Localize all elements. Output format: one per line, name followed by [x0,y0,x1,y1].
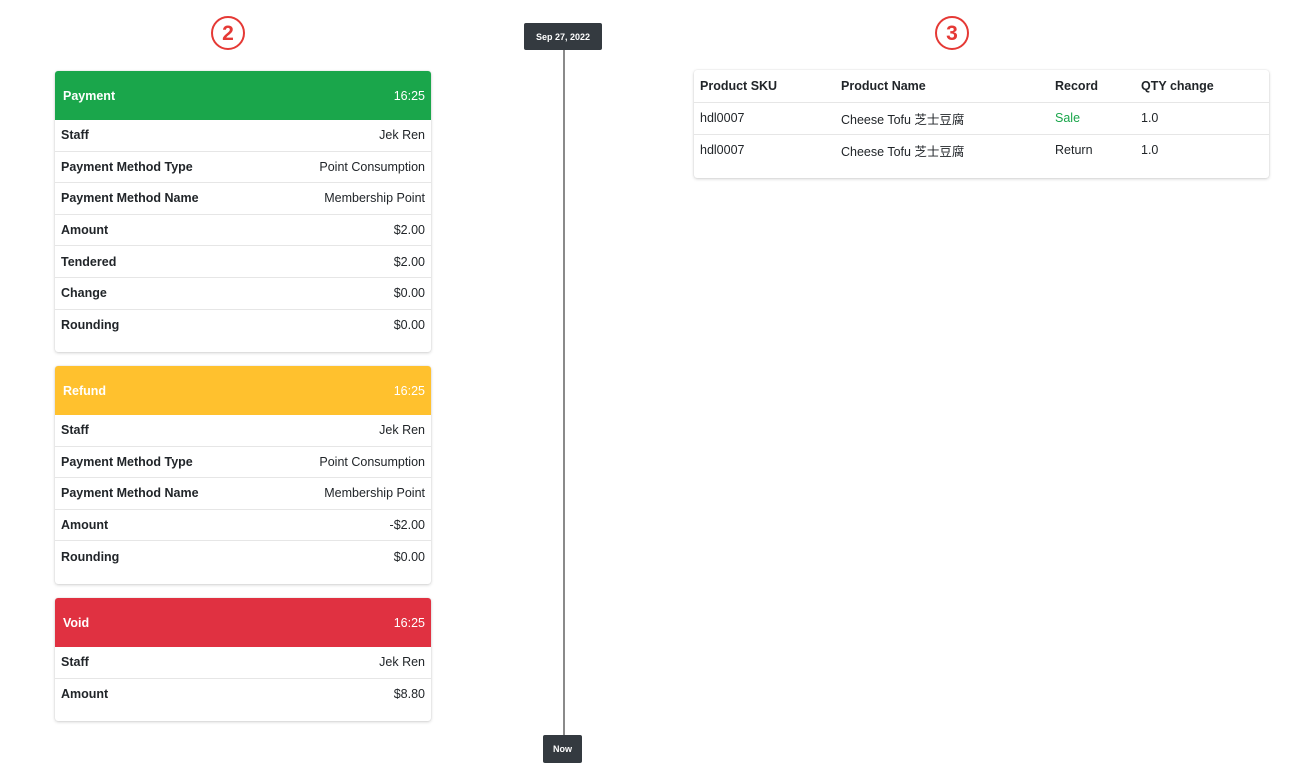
payment-card-time: 16:25 [393,88,425,103]
timeline-date-badge: Sep 27, 2022 [524,23,602,50]
detail-row: Staff Jek Ren [55,120,431,152]
void-card: Void 16:25 Staff Jek Ren Amount $8.80 [55,598,431,722]
cell-qty: 1.0 [1135,102,1269,135]
detail-row: Payment Method Name Membership Point [55,183,431,215]
void-card-title: Void [63,615,90,630]
detail-label: Staff [61,423,89,438]
detail-label: Payment Method Name [61,191,199,206]
detail-row: Staff Jek Ren [55,415,431,447]
detail-value: -$2.00 [389,518,425,533]
column-header-qty: QTY change [1135,70,1269,103]
detail-label: Payment Method Type [61,159,193,174]
detail-row: Rounding $0.00 [55,541,431,573]
detail-value: $2.00 [393,254,425,269]
detail-label: Staff [61,655,89,670]
detail-value: $0.00 [393,550,425,565]
detail-label: Rounding [61,550,120,565]
detail-value: $0.00 [393,318,425,333]
detail-value: Jek Ren [379,655,425,670]
detail-label: Rounding [61,318,120,333]
detail-value: Point Consumption [319,159,425,174]
cell-product-name: Cheese Tofu 芝士豆腐 [841,144,965,159]
payment-card-header: Payment 16:25 [55,71,431,120]
detail-value: Jek Ren [379,128,425,143]
step-marker-3: 3 [935,16,969,50]
refund-card-header: Refund 16:25 [55,366,431,415]
detail-label: Change [61,286,107,301]
table-row: hdl0007 Cheese Tofu 芝士豆腐 Return 1.0 [694,134,1269,166]
detail-row: Amount -$2.00 [55,510,431,542]
detail-value: $0.00 [393,286,425,301]
cell-product-name: Cheese Tofu 芝士豆腐 [835,102,1049,135]
detail-row: Tendered $2.00 [55,246,431,278]
cell-sku: hdl0007 [700,143,745,158]
refund-card-title: Refund [63,383,107,398]
detail-row: Staff Jek Ren [55,647,431,679]
table-row: hdl0007 Cheese Tofu 芝士豆腐 Sale 1.0 [694,102,1269,135]
payment-card-title: Payment [63,88,116,103]
detail-value: $2.00 [393,223,425,238]
payment-card: Payment 16:25 Staff Jek Ren Payment Metho… [55,71,431,353]
detail-label: Amount [61,223,109,238]
detail-row: Payment Method Name Membership Point [55,478,431,510]
detail-row: Amount $2.00 [55,215,431,247]
detail-row: Rounding $0.00 [55,310,431,342]
detail-row: Change $0.00 [55,278,431,310]
detail-value: Point Consumption [319,454,425,469]
column-header-sku: Product SKU [694,70,835,103]
detail-value: Membership Point [324,191,425,206]
detail-label: Tendered [61,254,117,269]
column-header-name: Product Name [835,70,1049,103]
product-table-card: Product SKU Product Name Record QTY chan… [694,70,1269,178]
detail-label: Payment Method Type [61,454,193,469]
timeline-line [563,49,565,737]
detail-label: Payment Method Name [61,486,199,501]
timeline-now-badge: Now [543,735,582,763]
product-table: Product SKU Product Name Record QTY chan… [694,70,1269,166]
step-marker-2: 2 [211,16,245,50]
cell-record: Return [1055,143,1093,158]
detail-value: Membership Point [324,486,425,501]
column-header-record: Record [1049,70,1135,103]
detail-row: Amount $8.80 [55,679,431,711]
detail-label: Staff [61,128,89,143]
refund-card: Refund 16:25 Staff Jek Ren Payment Method… [55,366,431,584]
refund-card-time: 16:25 [393,383,425,398]
detail-label: Amount [61,518,109,533]
detail-value: Jek Ren [379,423,425,438]
cell-qty: 1.0 [1141,143,1159,158]
detail-label: Amount [61,687,109,702]
void-card-header: Void 16:25 [55,598,431,647]
cell-record: Sale [1049,102,1135,135]
table-header-row: Product SKU Product Name Record QTY chan… [694,70,1269,103]
detail-row: Payment Method Type Point Consumption [55,152,431,184]
detail-value: $8.80 [393,687,425,702]
detail-row: Payment Method Type Point Consumption [55,447,431,479]
cell-sku: hdl0007 [694,102,835,135]
void-card-time: 16:25 [393,615,425,630]
